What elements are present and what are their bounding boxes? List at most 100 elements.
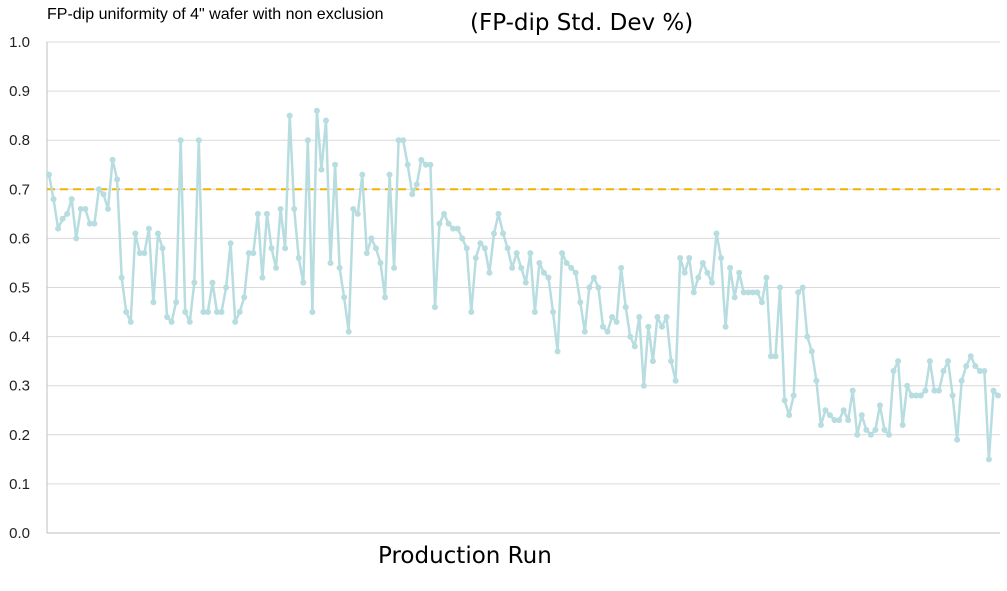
data-point bbox=[786, 412, 793, 419]
data-point bbox=[872, 426, 879, 433]
data-point bbox=[50, 196, 57, 203]
data-point bbox=[254, 210, 261, 217]
data-point bbox=[736, 269, 743, 276]
data-point bbox=[114, 176, 121, 183]
data-point bbox=[55, 225, 62, 232]
data-point bbox=[658, 323, 665, 330]
data-point bbox=[804, 333, 811, 340]
data-point bbox=[359, 171, 366, 178]
data-point bbox=[940, 367, 947, 374]
data-point bbox=[754, 289, 761, 296]
data-point bbox=[250, 250, 257, 257]
data-point bbox=[681, 269, 688, 276]
data-point bbox=[450, 225, 457, 232]
data-point bbox=[377, 259, 384, 266]
data-point bbox=[686, 255, 693, 262]
data-point bbox=[77, 205, 84, 212]
data-point bbox=[690, 289, 697, 296]
data-point bbox=[150, 299, 157, 306]
data-point bbox=[409, 191, 416, 198]
data-point bbox=[177, 137, 184, 144]
data-point bbox=[495, 210, 502, 217]
y-tick-label: 1.0 bbox=[9, 34, 30, 51]
data-point bbox=[586, 284, 593, 291]
data-point bbox=[745, 289, 752, 296]
data-point bbox=[572, 269, 579, 276]
data-point bbox=[304, 137, 311, 144]
data-point bbox=[527, 250, 534, 257]
data-point bbox=[154, 230, 161, 237]
data-point bbox=[200, 309, 207, 316]
data-point bbox=[291, 205, 298, 212]
data-point bbox=[123, 309, 130, 316]
data-point bbox=[273, 264, 280, 271]
data-point bbox=[845, 417, 852, 424]
data-point bbox=[781, 397, 788, 404]
data-point bbox=[391, 264, 398, 271]
data-point bbox=[727, 264, 734, 271]
y-tick-label: 0.1 bbox=[9, 476, 30, 493]
data-point bbox=[413, 181, 420, 188]
data-point bbox=[168, 318, 175, 325]
data-point bbox=[795, 289, 802, 296]
series-group bbox=[46, 107, 1001, 463]
data-point bbox=[799, 284, 806, 291]
data-point bbox=[395, 137, 402, 144]
data-point bbox=[645, 323, 652, 330]
x-axis-label: Production Run bbox=[378, 543, 552, 569]
data-point bbox=[926, 358, 933, 365]
data-point bbox=[164, 313, 171, 320]
data-point bbox=[849, 387, 856, 394]
data-point bbox=[263, 210, 270, 217]
data-point bbox=[318, 166, 325, 173]
y-tick-label: 0.2 bbox=[9, 427, 30, 444]
data-point bbox=[173, 299, 180, 306]
data-point bbox=[472, 255, 479, 262]
y-tick-label: 0.3 bbox=[9, 378, 30, 395]
data-point bbox=[822, 407, 829, 414]
data-point bbox=[740, 289, 747, 296]
data-point bbox=[332, 161, 339, 168]
data-point bbox=[758, 299, 765, 306]
chart-caption: FP-dip uniformity of 4" wafer with non e… bbox=[47, 6, 384, 23]
data-point bbox=[708, 279, 715, 286]
data-point bbox=[949, 392, 956, 399]
data-point bbox=[963, 363, 970, 370]
data-point bbox=[431, 304, 438, 311]
data-point bbox=[563, 259, 570, 266]
data-point bbox=[559, 250, 566, 257]
data-point bbox=[876, 402, 883, 409]
data-point bbox=[191, 279, 198, 286]
data-point bbox=[522, 279, 529, 286]
data-point bbox=[908, 392, 915, 399]
data-point bbox=[105, 205, 112, 212]
data-point bbox=[386, 171, 393, 178]
data-point bbox=[945, 358, 952, 365]
data-point bbox=[141, 250, 148, 257]
data-point bbox=[209, 279, 216, 286]
data-point bbox=[613, 318, 620, 325]
data-point bbox=[985, 456, 992, 463]
data-point bbox=[372, 245, 379, 252]
data-point bbox=[354, 210, 361, 217]
data-point bbox=[654, 313, 661, 320]
data-point bbox=[790, 392, 797, 399]
data-point bbox=[990, 387, 997, 394]
data-point bbox=[972, 363, 979, 370]
data-point bbox=[731, 294, 738, 301]
data-point bbox=[509, 264, 516, 271]
data-point bbox=[64, 210, 71, 217]
data-point bbox=[182, 309, 189, 316]
y-tick-label: 0.5 bbox=[9, 280, 30, 297]
data-point bbox=[931, 387, 938, 394]
data-point bbox=[100, 191, 107, 198]
data-point bbox=[427, 161, 434, 168]
data-point bbox=[904, 382, 911, 389]
y-tick-label: 0.9 bbox=[9, 83, 30, 100]
data-point bbox=[954, 436, 961, 443]
data-point bbox=[227, 240, 234, 247]
data-point bbox=[404, 161, 411, 168]
y-tick-label: 0.8 bbox=[9, 132, 30, 149]
data-point bbox=[454, 225, 461, 232]
